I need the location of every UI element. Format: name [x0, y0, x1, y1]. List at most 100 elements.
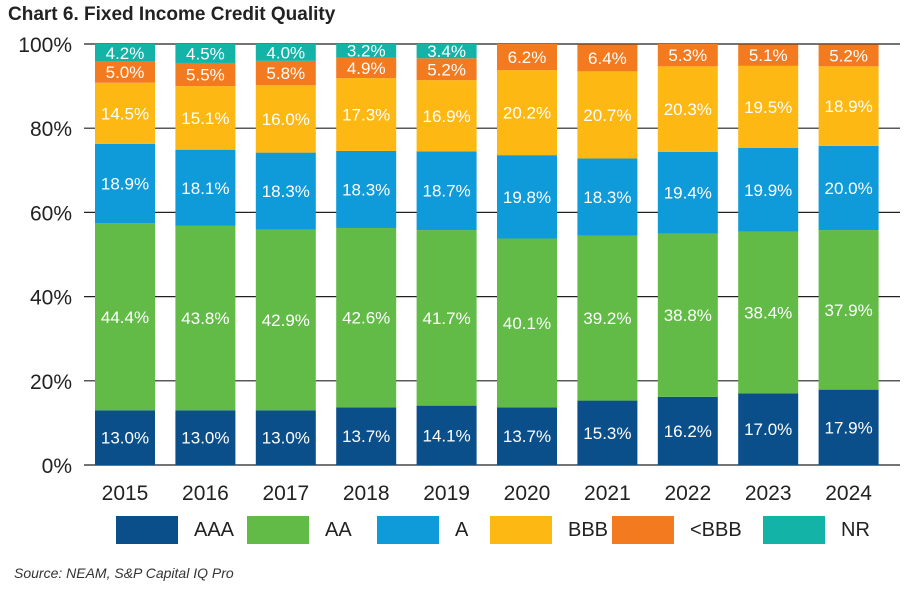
bar-segment-aaa — [657, 396, 718, 465]
bar-segment-bbb — [577, 71, 638, 159]
data-label: 17.0% — [744, 420, 792, 439]
chart-title: Chart 6. Fixed Income Credit Quality — [8, 4, 336, 25]
data-label: 20.2% — [503, 104, 551, 123]
x-tick-label: 2015 — [102, 482, 149, 505]
x-tick-label: 2017 — [262, 482, 309, 505]
data-label: 18.9% — [824, 97, 872, 116]
y-tick-label: 40% — [30, 287, 72, 310]
bar-segment-aaa — [175, 410, 236, 465]
data-label: 4.0% — [266, 43, 305, 62]
bar-segment-bbb — [657, 66, 718, 152]
bar-segment-a — [255, 152, 316, 230]
legend-swatch — [612, 516, 674, 544]
data-label: 15.3% — [583, 424, 631, 443]
data-label: 5.3% — [668, 46, 707, 65]
x-tick-label: 2018 — [343, 482, 390, 505]
bar-segment-aa — [175, 225, 236, 411]
data-label: 44.4% — [101, 308, 149, 327]
legend-swatch — [490, 516, 552, 544]
data-label: 41.7% — [422, 309, 470, 328]
data-label: 37.9% — [824, 301, 872, 320]
stacked-bar-chart: 0% 20% 40% 60% 80% 100% 13.0% 44.4% 18.9% 14.5% 5.… — [18, 34, 900, 505]
bar-segment-bbb — [336, 78, 397, 151]
data-label: 3.2% — [347, 42, 386, 61]
bar-segment-aa — [657, 233, 718, 397]
legend-item: AA — [247, 516, 352, 544]
legend-label: <BBB — [690, 518, 742, 541]
x-tick-label: 2023 — [745, 482, 792, 505]
bar-segment-bbb — [497, 70, 557, 156]
bar-segment-nr — [255, 44, 316, 61]
source-note: Source: NEAM, S&P Capital IQ Pro — [14, 565, 234, 581]
data-label: 20.0% — [824, 179, 872, 198]
legend-label: AA — [325, 518, 352, 541]
data-label: 17.9% — [824, 418, 872, 437]
x-tick-label: 2024 — [825, 482, 872, 505]
data-label: 18.3% — [583, 188, 631, 207]
legend-label: NR — [841, 518, 870, 541]
data-label: 5.1% — [749, 46, 788, 65]
bar-segment-aaa — [818, 389, 879, 465]
data-label: 5.2% — [829, 46, 868, 65]
bar-segment-aaa — [497, 407, 557, 465]
bar-segment-a — [818, 145, 879, 231]
legend-item: <BBB — [612, 516, 742, 544]
data-label: 6.2% — [508, 48, 547, 67]
data-label: 14.1% — [422, 426, 470, 445]
legend-swatch — [377, 516, 439, 544]
bar-segment-nr — [175, 44, 236, 63]
data-label: 38.8% — [664, 306, 712, 325]
data-label: 14.5% — [101, 104, 149, 123]
data-label: 16.0% — [262, 110, 310, 129]
data-label: 4.5% — [186, 44, 225, 63]
legend-label: BBB — [568, 518, 609, 541]
bar-segment-bbb — [95, 61, 155, 83]
data-label: 5.2% — [427, 60, 466, 79]
y-tick-label: 80% — [30, 118, 72, 141]
data-label: 38.4% — [744, 304, 792, 323]
legend-swatch — [247, 516, 309, 544]
bar-segment-nr — [416, 44, 477, 59]
bar-segment-aa — [416, 230, 477, 406]
data-label: 18.1% — [181, 179, 229, 198]
y-tick-label: 60% — [30, 202, 72, 225]
data-label: 6.4% — [588, 49, 627, 68]
data-label: 19.8% — [503, 188, 551, 207]
data-label: 18.9% — [101, 175, 149, 194]
bar-segment-aa — [336, 227, 397, 408]
bar-segment-a — [175, 149, 236, 226]
data-label: 5.8% — [266, 64, 305, 83]
data-label: 18.7% — [422, 182, 470, 201]
bar-segment-bbb — [416, 80, 477, 152]
bar-segment-bbb — [818, 44, 879, 67]
x-tick-label: 2020 — [504, 482, 551, 505]
data-label: 42.9% — [262, 311, 310, 330]
bar-segment-aa — [255, 229, 316, 411]
legend-label: A — [455, 518, 469, 541]
data-label: 13.7% — [503, 427, 551, 446]
legend-item: BBB — [490, 516, 608, 544]
x-tick-label: 2022 — [664, 482, 711, 505]
data-label: 13.0% — [101, 429, 149, 448]
bar-segment-bbb — [738, 65, 799, 148]
data-label: 4.2% — [106, 44, 145, 63]
data-label: 19.5% — [744, 98, 792, 117]
data-label: 13.0% — [181, 429, 229, 448]
bar-segment-bbb — [818, 66, 879, 146]
data-label: 16.9% — [422, 107, 470, 126]
data-label: 19.9% — [744, 181, 792, 200]
x-tick-label: 2016 — [182, 482, 229, 505]
data-label: 16.2% — [664, 422, 712, 441]
data-label: 40.1% — [503, 314, 551, 333]
data-label: 13.0% — [262, 429, 310, 448]
data-label: 13.7% — [342, 427, 390, 446]
bar-segment-bbb — [175, 86, 236, 150]
bar-segment-bbb — [336, 57, 397, 79]
bar-segment-aaa — [416, 405, 477, 465]
data-label: 42.6% — [342, 309, 390, 328]
bar-segment-a — [336, 150, 397, 228]
data-label: 5.5% — [186, 66, 225, 85]
bar-segment-bbb — [416, 58, 477, 81]
data-label: 20.3% — [664, 100, 712, 119]
bar-segment-bbb — [577, 44, 638, 72]
